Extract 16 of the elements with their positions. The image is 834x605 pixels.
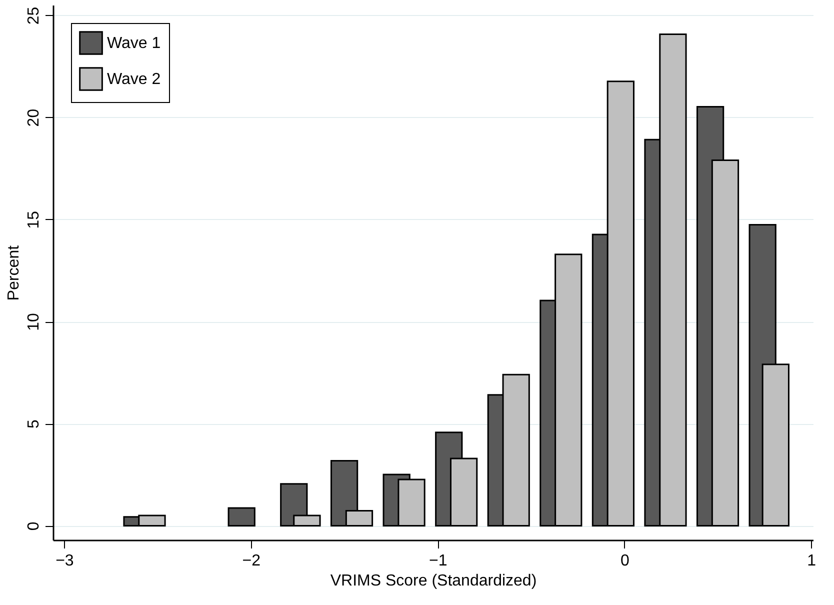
y-tick-label: 10 bbox=[26, 313, 42, 331]
x-axis-title: VRIMS Score (Standardized) bbox=[330, 572, 537, 590]
x-tick-label: −3 bbox=[56, 552, 74, 570]
x-tick-label: −2 bbox=[242, 552, 261, 570]
y-tick-label: 20 bbox=[26, 108, 42, 127]
x-tick-label: 0 bbox=[620, 552, 630, 570]
y-tick-label: 5 bbox=[26, 420, 42, 429]
y-tick-label: 25 bbox=[26, 6, 42, 25]
legend-label: Wave 2 bbox=[107, 71, 161, 88]
legend-label: Wave 1 bbox=[107, 35, 161, 52]
y-axis-title: Percent bbox=[6, 244, 22, 301]
y-tick-label: 0 bbox=[26, 522, 42, 531]
bar bbox=[228, 507, 256, 526]
y-tick-label: 15 bbox=[26, 210, 42, 229]
x-tick-label: 1 bbox=[807, 552, 816, 570]
x-tick-label: −1 bbox=[429, 552, 448, 570]
